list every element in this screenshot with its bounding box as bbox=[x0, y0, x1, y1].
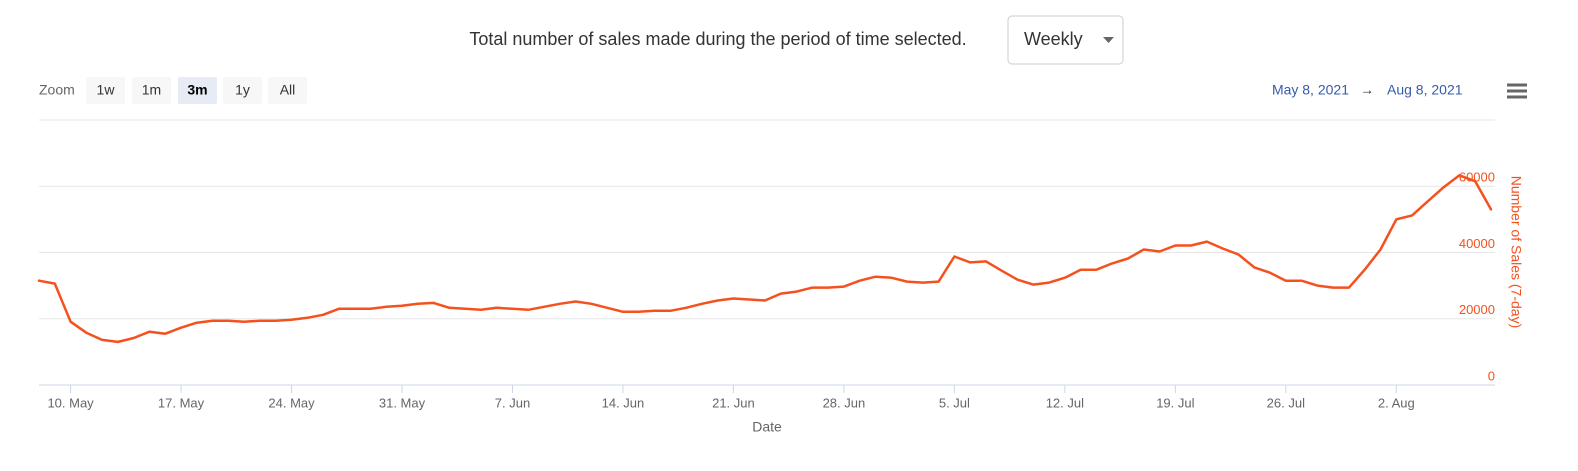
range-to: Aug 8, 2021 bbox=[1387, 82, 1463, 98]
x-axis-title: Date bbox=[752, 419, 782, 435]
range-from: May 8, 2021 bbox=[1272, 82, 1349, 98]
x-tick-label: 21. Jun bbox=[712, 395, 755, 410]
dropdown-caret bbox=[1103, 37, 1114, 43]
y-tick-label: 20000 bbox=[1459, 302, 1495, 317]
period-dropdown[interactable] bbox=[1007, 15, 1124, 65]
zoom-button[interactable] bbox=[223, 77, 262, 104]
zoom-button[interactable] bbox=[132, 77, 171, 104]
zoom-button-label: 1y bbox=[235, 82, 250, 98]
y-tick-label: 60000 bbox=[1459, 170, 1495, 185]
menu-button[interactable] bbox=[1505, 80, 1529, 102]
x-tick-label: 19. Jul bbox=[1156, 395, 1194, 410]
zoom-button[interactable] bbox=[268, 77, 307, 104]
y-tick-label: 0 bbox=[1488, 368, 1495, 383]
x-tick-label: 10. May bbox=[47, 395, 94, 410]
x-tick-label: 17. May bbox=[158, 395, 205, 410]
x-tick-label: 31. May bbox=[379, 395, 426, 410]
x-tick-label: 28. Jun bbox=[823, 395, 866, 410]
zoom-buttons: 1w 1m 3m 1y All bbox=[86, 77, 307, 104]
dropdown-value: Weekly bbox=[1024, 29, 1083, 49]
y-tick-label: 40000 bbox=[1459, 236, 1495, 251]
zoom-button[interactable] bbox=[86, 77, 125, 104]
y-axis-title: Number of Sales (7-day) bbox=[1508, 176, 1524, 329]
zoom-button-label: 3m bbox=[187, 82, 207, 98]
x-tick-label: 14. Jun bbox=[602, 395, 645, 410]
header-text: Total number of sales made during the pe… bbox=[469, 29, 966, 49]
x-tick-label: 26. Jul bbox=[1267, 395, 1305, 410]
series-line bbox=[37, 174, 1493, 344]
x-tick-label: 2. Aug bbox=[1378, 395, 1415, 410]
zoom-button-label: 1m bbox=[142, 82, 161, 98]
x-tick-label: 5. Jul bbox=[939, 395, 970, 410]
x-tick-label: 24. May bbox=[268, 395, 315, 410]
x-tick-label: 12. Jul bbox=[1046, 395, 1084, 410]
zoom-button-label: All bbox=[280, 82, 296, 98]
zoom-button[interactable] bbox=[178, 77, 217, 104]
zoom-button-label: 1w bbox=[97, 82, 116, 98]
zoom-label: Zoom bbox=[39, 82, 75, 98]
x-tick-label: 7. Jun bbox=[495, 395, 530, 410]
range-arrow: → bbox=[1360, 82, 1374, 98]
